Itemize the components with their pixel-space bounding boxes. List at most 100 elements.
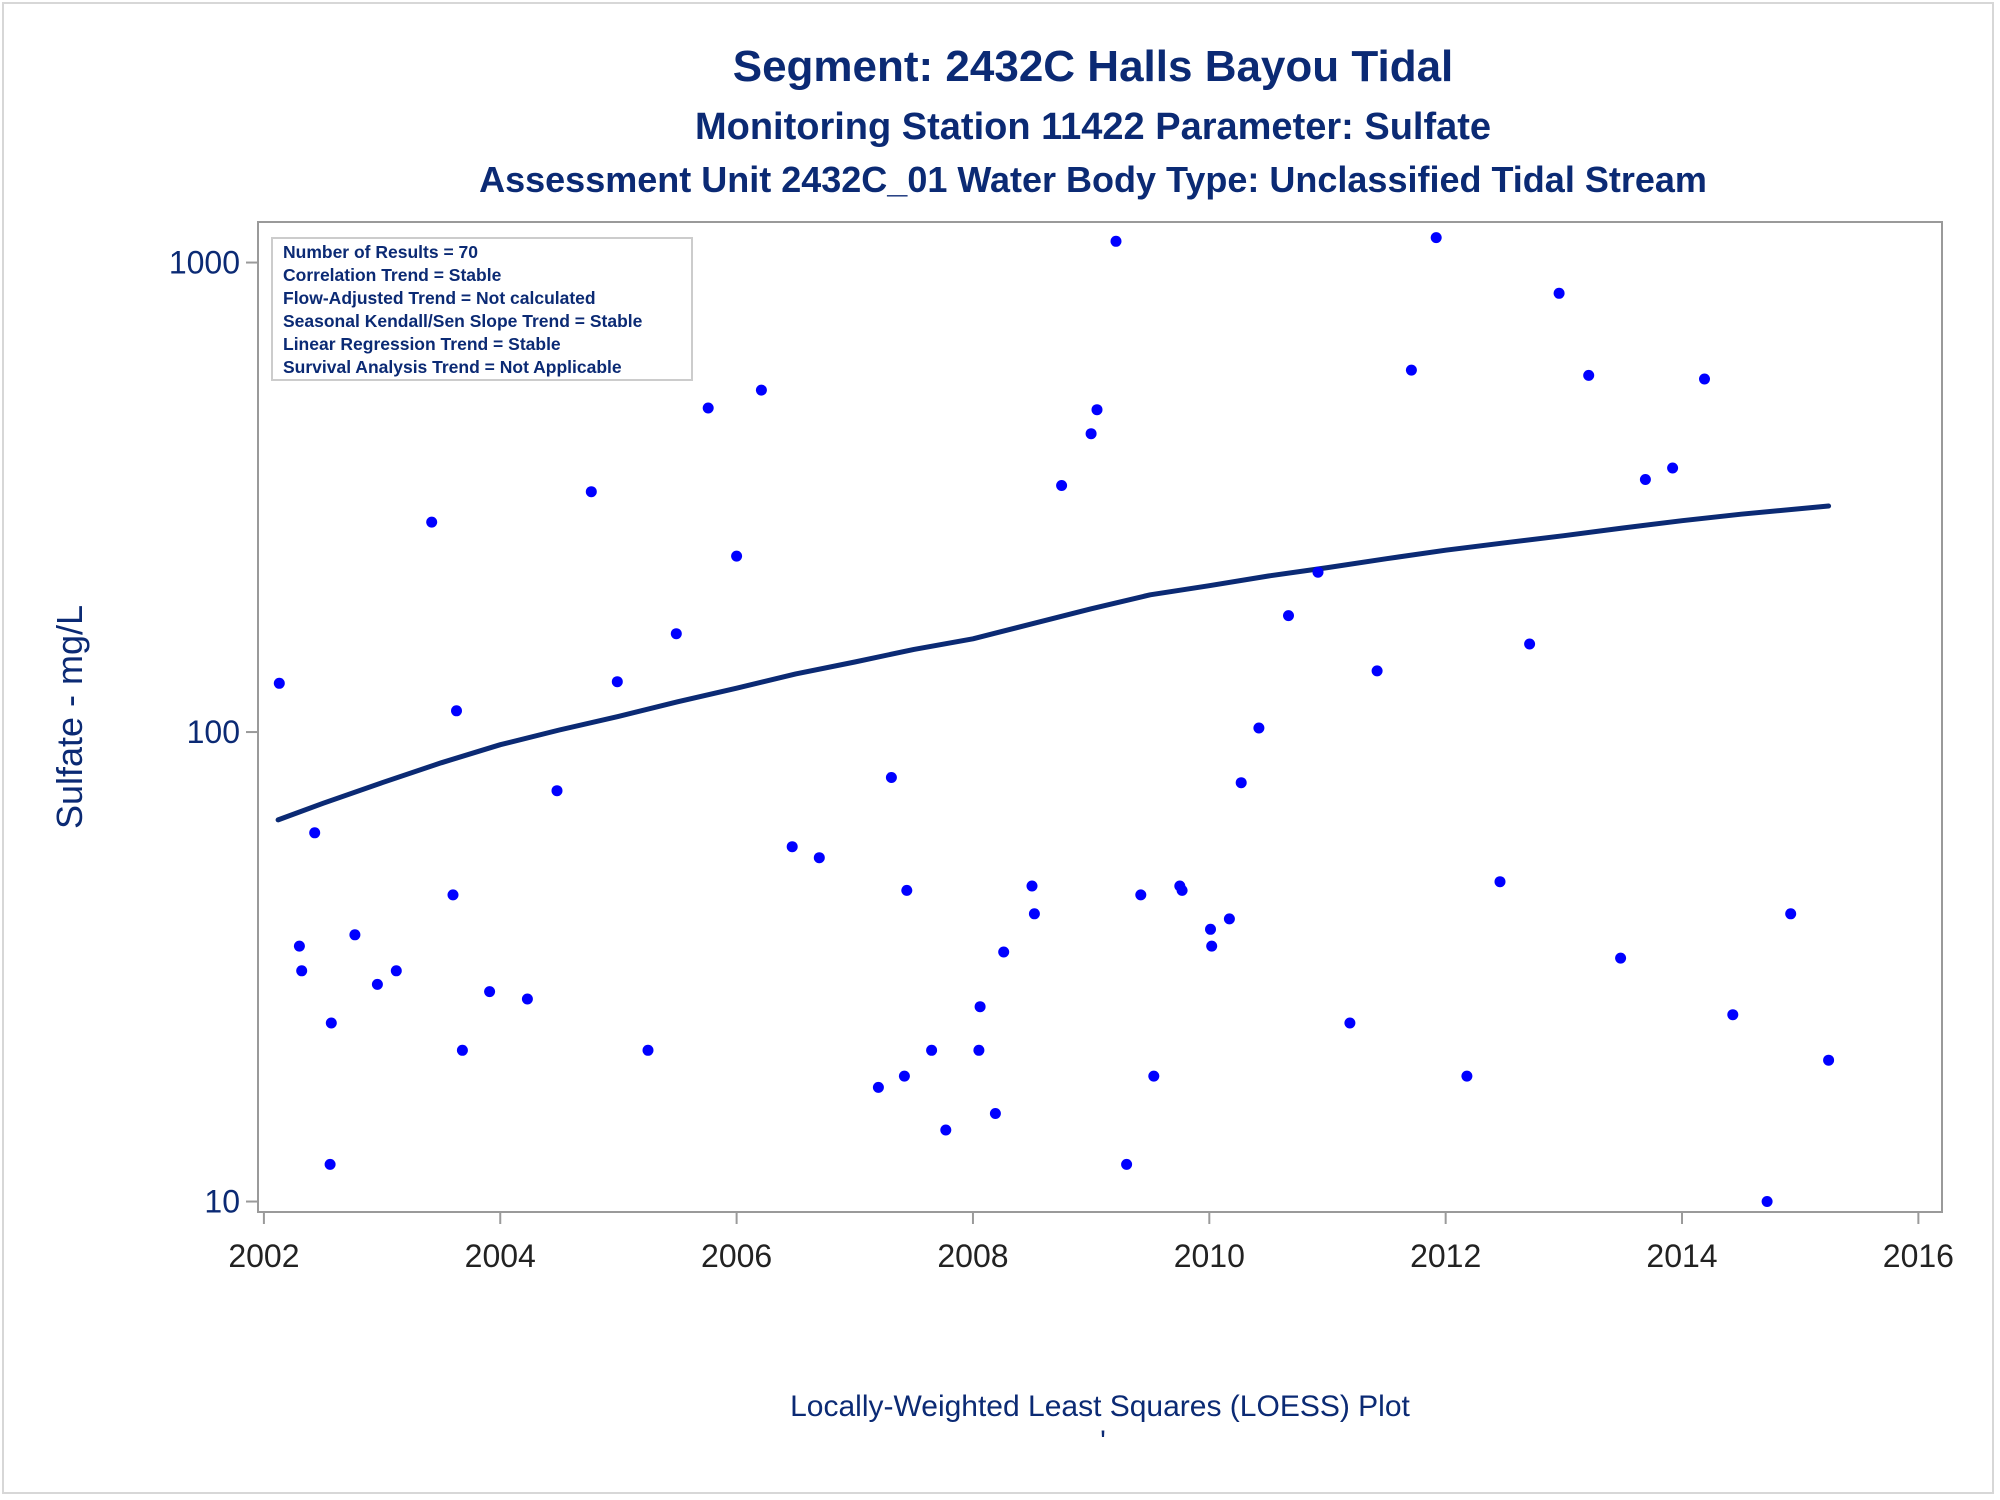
data-point (1235, 777, 1247, 789)
data-point (1667, 462, 1679, 474)
data-point (901, 884, 913, 896)
data-point (1761, 1196, 1773, 1207)
data-point (1121, 1158, 1133, 1170)
data-point (1223, 913, 1235, 925)
data-point (1056, 480, 1068, 491)
y-tick-label: 100 (187, 714, 240, 750)
plot-area (257, 221, 1943, 1213)
data-point (872, 1081, 884, 1093)
data-point (551, 785, 563, 797)
data-point (1639, 474, 1651, 485)
data-point (1253, 722, 1265, 734)
data-point (1028, 908, 1040, 920)
data-point (1371, 665, 1383, 677)
data-point (973, 1044, 985, 1056)
data-point (1615, 952, 1627, 964)
x-tick-label: 2016 (1883, 1238, 1954, 1274)
data-point (926, 1044, 938, 1056)
data-point (755, 384, 767, 396)
data-point (451, 705, 462, 717)
data-point (989, 1108, 1001, 1119)
data-point (611, 676, 623, 688)
data-point (447, 889, 459, 901)
data-point (1699, 373, 1710, 385)
data-point (1176, 884, 1188, 896)
data-point (1823, 1054, 1835, 1066)
data-point (1148, 1070, 1160, 1082)
footnote: Locally-Weighted Least Squares (LOESS) P… (790, 1390, 1410, 1423)
data-point (1785, 908, 1797, 920)
data-point (484, 986, 496, 998)
data-point (349, 929, 361, 941)
data-point (1085, 428, 1097, 440)
data-point (296, 965, 308, 977)
data-point (309, 827, 321, 839)
data-point (1283, 610, 1294, 622)
data-point (1430, 232, 1442, 244)
data-point (1553, 287, 1565, 299)
stats-box-border (271, 237, 693, 381)
data-point (371, 978, 383, 990)
chart: Segment: 2432C Halls Bayou Tidal Monitor… (49, 42, 1954, 1458)
chart-subtitle-2: Assessment Unit 2432C_01 Water Body Type… (479, 159, 1707, 200)
data-point (426, 516, 438, 528)
data-point (521, 993, 533, 1005)
data-point (390, 965, 402, 977)
x-tick-label: 2012 (1410, 1238, 1481, 1274)
data-point (898, 1070, 910, 1082)
footnote-mark: ' (1100, 1425, 1106, 1458)
data-point (1110, 235, 1122, 247)
loess-layer (275, 503, 1832, 823)
data-point (324, 1158, 336, 1170)
x-axis: 2002 2004 2006 2008 2010 2012 2014 2016 (228, 1212, 1954, 1274)
data-point (670, 628, 682, 640)
chart-subtitle: Monitoring Station 11422 Parameter: Sulf… (695, 106, 1491, 148)
x-tick-label: 2004 (465, 1238, 536, 1274)
data-point (1205, 923, 1216, 935)
data-point (1091, 404, 1103, 416)
stats-box: Number of Results = 70 Correlation Trend… (271, 237, 693, 381)
data-point (642, 1044, 654, 1056)
data-point (1524, 638, 1536, 650)
data-point (885, 772, 897, 783)
stats-flow-adjusted-trend: Flow-Adjusted Trend = Not calculated (283, 288, 596, 308)
points-layer (273, 232, 1835, 1207)
data-point (1405, 364, 1417, 376)
data-point (1312, 566, 1324, 578)
data-point (998, 946, 1010, 958)
data-point (786, 841, 798, 853)
stats-survival-analysis-trend: Survival Analysis Trend = Not Applicable (283, 357, 622, 377)
data-point (1344, 1017, 1356, 1029)
x-tick-label: 2014 (1646, 1238, 1717, 1274)
data-point (1583, 369, 1595, 381)
data-point (702, 402, 714, 414)
stats-linear-regression-trend: Linear Regression Trend = Stable (283, 334, 561, 354)
data-point (456, 1044, 468, 1056)
data-point (1135, 889, 1147, 901)
data-point (1026, 880, 1038, 892)
stats-number-of-results: Number of Results = 70 (283, 242, 478, 262)
data-point (1727, 1009, 1739, 1021)
data-point (940, 1124, 952, 1136)
stats-seasonal-kendall-trend: Seasonal Kendall/Sen Slope Trend = Stabl… (283, 311, 643, 331)
x-tick-label: 2002 (228, 1238, 299, 1274)
x-tick-label: 2010 (1174, 1238, 1245, 1274)
loess-line (275, 503, 1832, 823)
y-tick-label: 1000 (169, 245, 240, 281)
y-axis: 10 100 1000 (169, 245, 258, 1220)
data-point (813, 852, 825, 864)
data-point (1494, 876, 1506, 888)
x-tick-label: 2008 (937, 1238, 1008, 1274)
chart-title: Segment: 2432C Halls Bayou Tidal (733, 42, 1454, 91)
data-point (293, 940, 305, 952)
data-point (974, 1001, 986, 1013)
data-point (325, 1017, 337, 1029)
data-point (1461, 1070, 1473, 1082)
data-point (273, 677, 285, 689)
data-point (585, 486, 597, 498)
stats-correlation-trend: Correlation Trend = Stable (283, 265, 502, 285)
data-point (1206, 940, 1218, 952)
x-tick-label: 2006 (701, 1238, 772, 1274)
data-point (731, 550, 743, 562)
